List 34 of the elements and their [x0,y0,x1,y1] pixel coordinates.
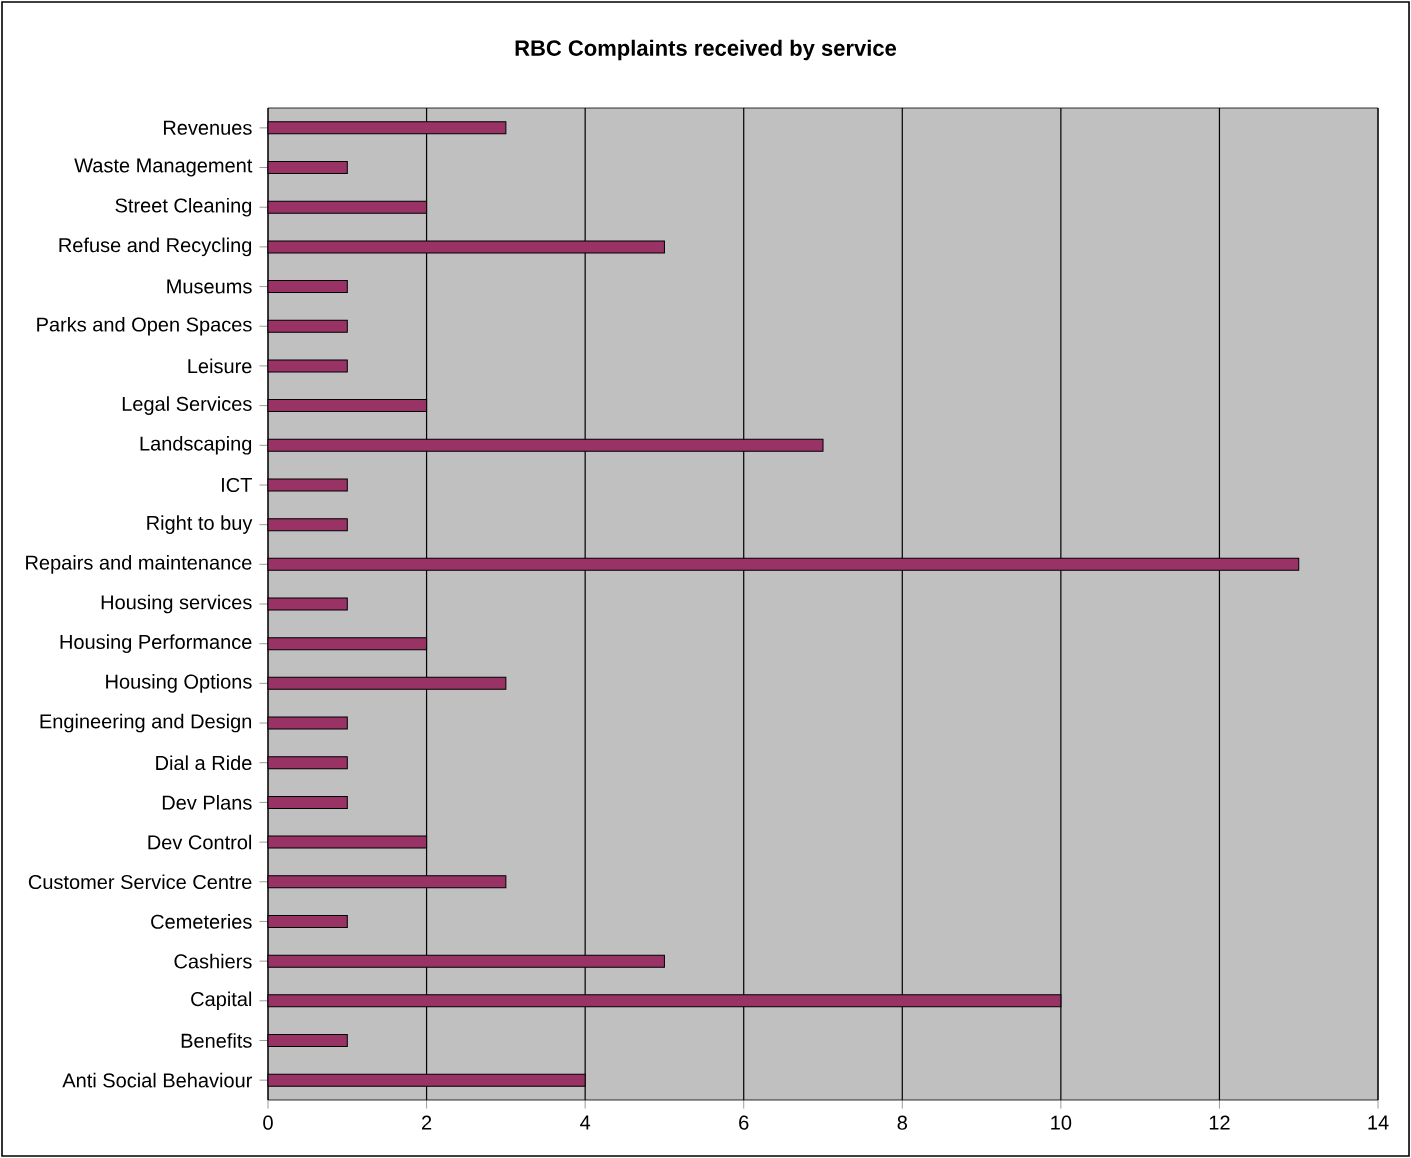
x-tick-label: 14 [1368,1115,1389,1130]
y-tick-label: Leisure [188,358,252,374]
y-tick-label: Anti Social Behaviour [62,1072,253,1088]
y-tick-label: Housing Performance [60,634,252,653]
x-tick-label: 2 [422,1115,432,1130]
x-tick-label: 6 [739,1115,749,1130]
y-tick-label: Repairs and maintenance [26,555,252,574]
x-tick-label: 8 [897,1115,907,1130]
x-tick-label: 12 [1209,1115,1230,1130]
y-tick-label: Dial a Ride [156,755,252,771]
y-tick-label: Dev Plans [162,795,252,810]
y-tick-label: Cashiers [174,953,252,969]
y-tick-label: Customer Service Centre [28,874,252,890]
y-tick-label: Housing Options [106,674,252,693]
y-tick-label: Dev Control [148,834,252,850]
y-tick-label: Landscaping [140,435,252,455]
x-tick-label: 4 [580,1115,591,1130]
y-tick-label: ICT [222,477,252,493]
y-tick-label: Right to buy [147,515,253,534]
chart-title: RBC Complaints received by service [515,39,897,61]
y-tick-label: Cemeteries [151,914,252,929]
y-tick-label: Engineering and Design [40,713,252,733]
y-tick-label: Refuse and Recycling [59,237,252,257]
y-tick-label: Legal Services [122,396,252,415]
x-tick-label: 10 [1051,1115,1072,1130]
y-tick-label: Parks and Open Spaces [37,316,252,336]
y-tick-label: Revenues [163,120,252,135]
y-tick-label: Benefits [181,1033,252,1048]
y-tick-label: Street Cleaning [115,197,252,217]
y-tick-label: Museums [167,279,252,294]
y-tick-label: Capital [191,991,252,1011]
y-tick-label: Housing services [101,594,252,614]
y-tick-label: Waste Management [74,158,253,177]
x-tick-label: 0 [263,1115,273,1130]
